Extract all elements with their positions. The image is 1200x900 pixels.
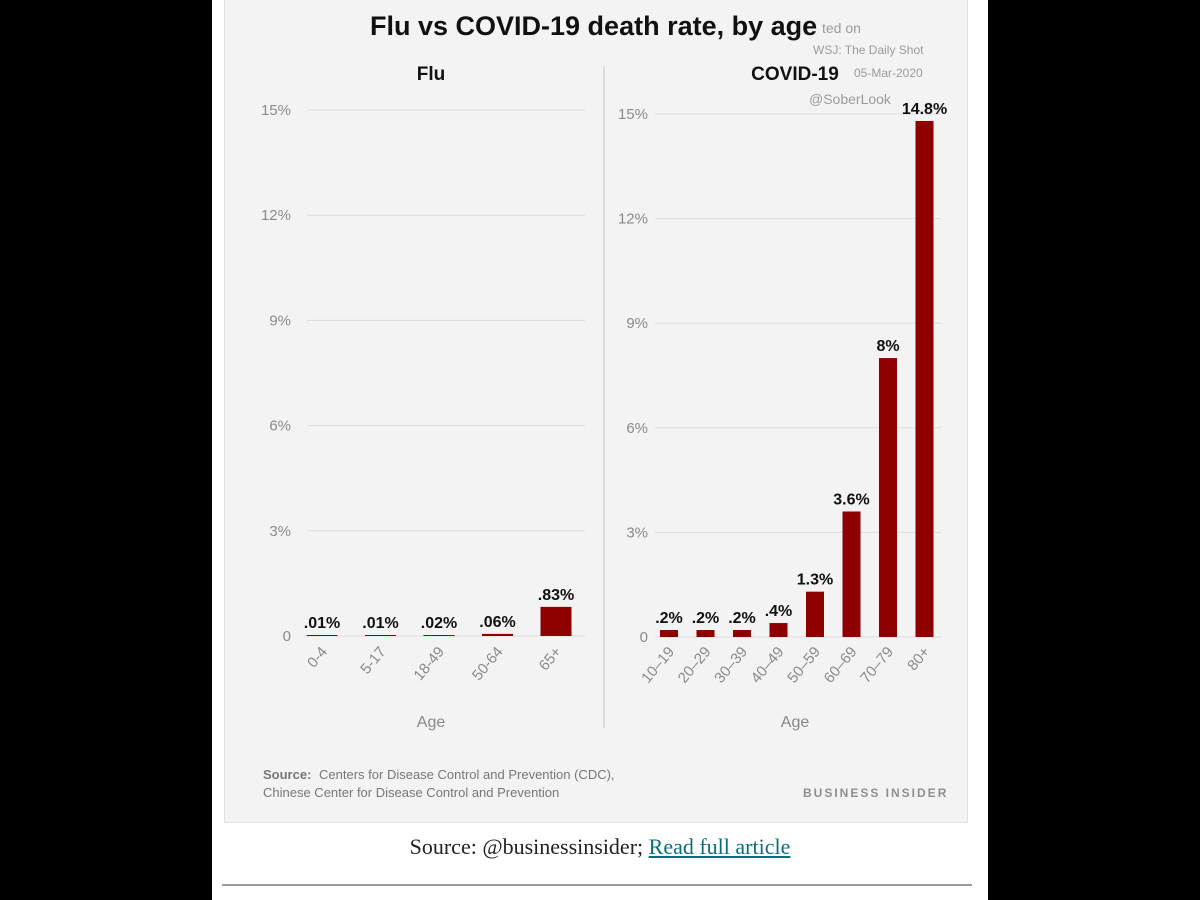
- source-line-2: Chinese Center for Disease Control and P…: [263, 785, 559, 800]
- x-tick-label: 5-17: [357, 644, 389, 678]
- y-tick-label: 12%: [618, 211, 648, 228]
- x-tick-label: 40–49: [748, 644, 788, 687]
- bar: [365, 635, 396, 636]
- data-label: .2%: [692, 610, 720, 627]
- bar: [842, 511, 861, 637]
- bar: [806, 591, 824, 637]
- data-label: 14.8%: [902, 101, 947, 118]
- y-tick-label: 15%: [261, 102, 291, 119]
- source-text-1: Centers for Disease Control and Preventi…: [319, 767, 615, 782]
- x-tick-label: 70–79: [857, 644, 897, 687]
- watermark-line-3: 05-Mar-2020: [854, 66, 923, 80]
- chart-figure: Flu vs COVID-19 death rate, by age ted o…: [224, 0, 968, 823]
- y-tick-label: 15%: [618, 106, 648, 123]
- x-tick-label: 20–29: [675, 644, 715, 687]
- x-tick-label: 10–19: [638, 644, 678, 687]
- x-tick-label: 80+: [904, 643, 934, 674]
- x-tick-label: 60–69: [821, 644, 861, 687]
- x-axis-label: Age: [417, 714, 446, 731]
- x-axis-label: Age: [781, 714, 810, 731]
- y-tick-label: 12%: [261, 207, 291, 224]
- x-tick-label: 18-49: [410, 644, 448, 684]
- source-line-1: Source: Centers for Disease Control and …: [263, 767, 615, 782]
- article-page: Flu vs COVID-19 death rate, by age ted o…: [212, 0, 988, 900]
- bar: [696, 630, 715, 637]
- bar: [733, 630, 751, 637]
- x-tick-label: 0-4: [304, 644, 331, 672]
- data-label: .01%: [362, 615, 398, 632]
- bar: [879, 358, 897, 637]
- y-tick-label: 9%: [269, 312, 291, 329]
- data-label: .83%: [538, 587, 574, 604]
- caption-prefix: Source: @businessinsider;: [409, 834, 644, 859]
- data-label: .01%: [304, 615, 340, 632]
- data-label: 3.6%: [833, 491, 869, 508]
- y-tick-label: 3%: [626, 524, 648, 541]
- panel-covid: COVID-19 15% 12% 9% 6% 3% 0 .2% 10–19 .2% 20–29 .2%…: [618, 64, 947, 731]
- data-label: 1.3%: [797, 572, 833, 589]
- bar: [482, 633, 513, 636]
- chart-title: Flu vs COVID-19 death rate, by age: [370, 11, 817, 41]
- x-tick-label: 50-64: [469, 644, 507, 684]
- watermark-line-4: @SoberLook: [809, 91, 892, 107]
- watermark: ted on WSJ: The Daily Shot 05-Mar-2020 @…: [809, 20, 924, 107]
- data-label: 8%: [876, 338, 899, 355]
- data-label: .2%: [728, 610, 756, 627]
- panel-title: Flu: [417, 64, 446, 85]
- source-note: Source: Centers for Disease Control and …: [263, 767, 615, 800]
- watermark-line-1: ted on: [822, 20, 861, 36]
- x-tick-label: 50–59: [784, 644, 824, 687]
- data-label: .02%: [421, 615, 457, 632]
- x-tick-label: 65+: [536, 643, 566, 674]
- source-label: Source:: [263, 767, 311, 782]
- y-tick-label: 0: [283, 628, 291, 645]
- bar: [540, 606, 572, 636]
- y-tick-label: 9%: [626, 315, 648, 332]
- y-tick-label: 3%: [269, 523, 291, 540]
- bar: [423, 635, 455, 636]
- y-tick-label: 6%: [269, 418, 291, 435]
- brand-logo: BUSINESS INSIDER: [803, 786, 948, 800]
- bar: [660, 630, 678, 637]
- panel-title: COVID-19: [751, 64, 839, 85]
- x-tick-label: 30–39: [711, 644, 751, 687]
- watermark-line-2: WSJ: The Daily Shot: [813, 43, 924, 57]
- read-full-article-link[interactable]: Read full article: [648, 834, 791, 859]
- bar: [306, 635, 338, 636]
- divider-rule: [222, 884, 972, 886]
- bar: [769, 623, 788, 637]
- bar: [915, 120, 934, 638]
- data-label: .2%: [655, 610, 683, 627]
- data-label: .4%: [765, 603, 793, 620]
- y-tick-label: 0: [640, 629, 648, 646]
- y-tick-label: 6%: [626, 420, 648, 437]
- data-label: .06%: [479, 614, 515, 631]
- figure-caption: Source: @businessinsider; Read full arti…: [212, 834, 988, 860]
- panel-flu: Flu 15% 12% 9% 6% 3% 0 .01% 0-4 .01% 5-17 .02% 18-49…: [261, 64, 585, 731]
- bar-chart: Flu vs COVID-19 death rate, by age ted o…: [261, 11, 948, 800]
